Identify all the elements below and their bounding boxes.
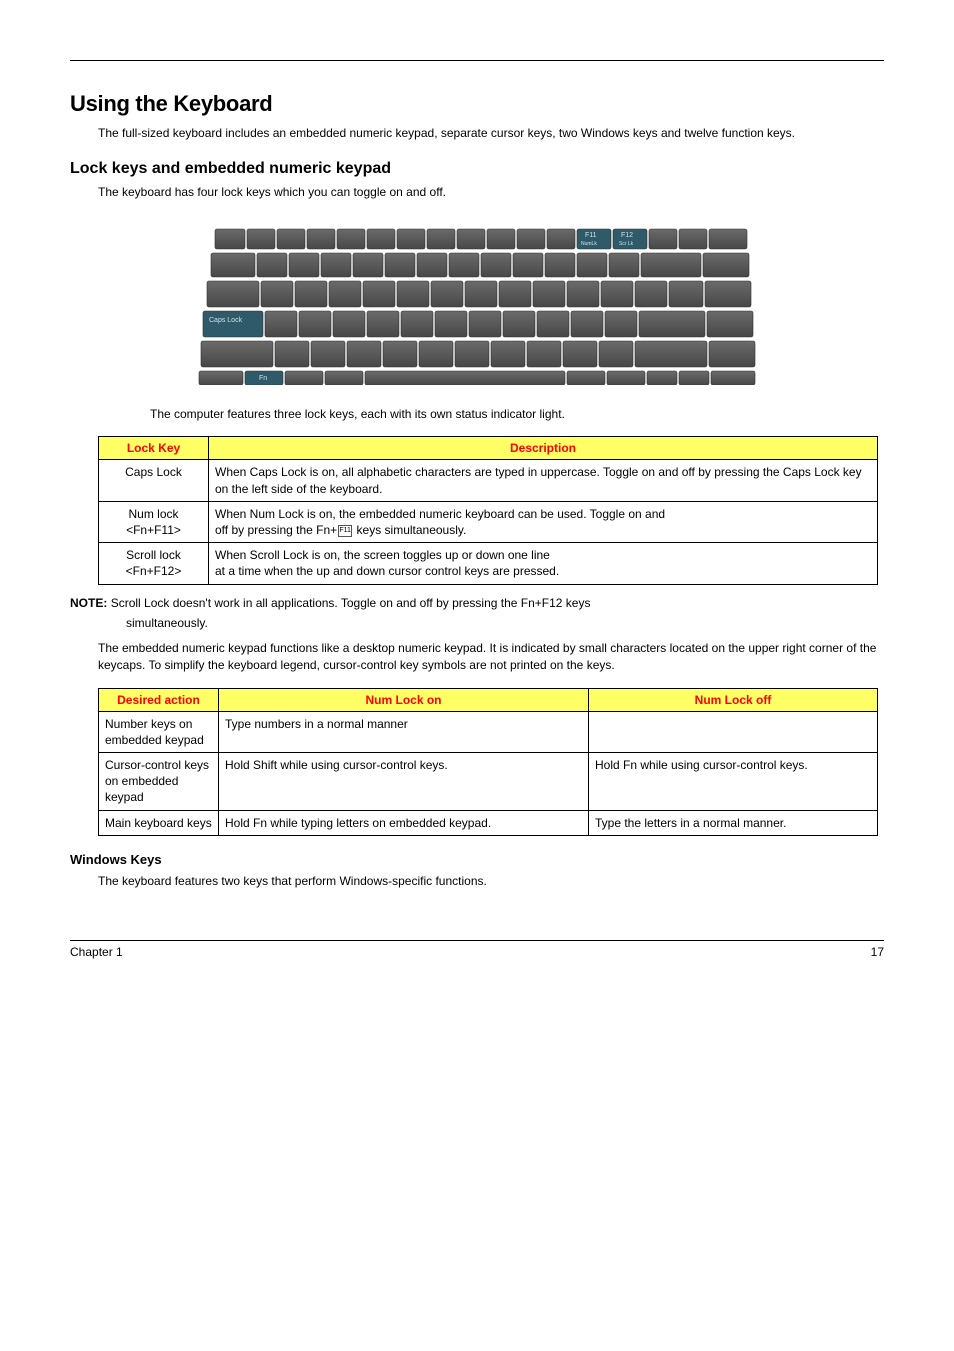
capslock-label: Caps Lock xyxy=(209,317,243,324)
action-cell: Number keys on embedded keypad xyxy=(99,711,219,752)
lock-desc-cell: When Caps Lock is on, all alphabetic cha… xyxy=(209,460,878,501)
lock-key-cell: Scroll lock <Fn+F12> xyxy=(99,543,209,584)
image-caption: The computer features three lock keys, e… xyxy=(150,406,884,423)
table-row: Scroll lock <Fn+F12> When Scroll Lock is… xyxy=(99,543,878,584)
lock-key-cell: Num lock <Fn+F11> xyxy=(99,501,209,542)
table-row: Caps Lock When Caps Lock is on, all alph… xyxy=(99,460,878,501)
note-continuation: simultaneously. xyxy=(126,615,884,632)
on-cell: Hold Shift while using cursor-control ke… xyxy=(219,753,589,811)
f12-label: F12 xyxy=(621,232,633,239)
lock-key-cell: Caps Lock xyxy=(99,460,209,501)
footer-right: 17 xyxy=(871,945,884,959)
note-label: NOTE: xyxy=(70,596,107,610)
fn-label: Fn xyxy=(259,375,267,382)
top-rule xyxy=(70,60,884,61)
note-text-span: Scroll Lock doesn't work in all applicat… xyxy=(111,596,591,610)
f12-sub-label: Scr Lk xyxy=(619,241,634,247)
keyboard-svg: Caps Lock Fn F11 NumLk F12 Scr Lk xyxy=(197,225,757,385)
lock-desc-cell: When Scroll Lock is on, the screen toggl… xyxy=(209,543,878,584)
table-row: Main keyboard keys Hold Fn while typing … xyxy=(99,810,878,835)
lock-key-table: Lock Key Description Caps Lock When Caps… xyxy=(98,436,878,584)
lock-key-line1: Num lock xyxy=(128,507,178,521)
action-table: Desired action Num Lock on Num Lock off … xyxy=(98,688,878,836)
keyboard-illustration: Caps Lock Fn F11 NumLk F12 Scr Lk xyxy=(70,225,884,388)
off-cell xyxy=(589,711,878,752)
lock-desc-line2: at a time when the up and down cursor co… xyxy=(215,564,559,578)
lock-desc-line2-pre: off by pressing the Fn+ xyxy=(215,523,337,537)
on-cell: Hold Fn while typing letters on embedded… xyxy=(219,810,589,835)
windows-keys-heading: Windows Keys xyxy=(70,852,884,867)
page-footer: Chapter 1 17 xyxy=(70,940,884,959)
f11-key-icon: F11 xyxy=(338,525,352,537)
action-th-3: Num Lock off xyxy=(589,688,878,711)
table-row: Cursor-control keys on embedded keypad H… xyxy=(99,753,878,811)
action-cell: Cursor-control keys on embedded keypad xyxy=(99,753,219,811)
embedded-keypad-text: The embedded numeric keypad functions li… xyxy=(98,640,884,674)
section-intro: The keyboard has four lock keys which yo… xyxy=(98,184,884,201)
on-cell: Type numbers in a normal manner xyxy=(219,711,589,752)
action-th-1: Desired action xyxy=(99,688,219,711)
footer-left: Chapter 1 xyxy=(70,945,123,959)
lock-desc-cell: When Num Lock is on, the embedded numeri… xyxy=(209,501,878,542)
action-cell: Main keyboard keys xyxy=(99,810,219,835)
lock-desc-line1: When Scroll Lock is on, the screen toggl… xyxy=(215,548,550,562)
lock-key-line1: Scroll lock xyxy=(126,548,181,562)
section-heading: Lock keys and embedded numeric keypad xyxy=(70,160,884,178)
lock-key-line2: <Fn+F11> xyxy=(126,523,181,537)
off-cell: Type the letters in a normal manner. xyxy=(589,810,878,835)
windows-keys-text: The keyboard features two keys that perf… xyxy=(98,873,884,890)
page-title: Using the Keyboard xyxy=(70,91,884,117)
f11-label: F11 xyxy=(585,232,597,239)
f11-sub-label: NumLk xyxy=(581,241,597,247)
table-row: Number keys on embedded keypad Type numb… xyxy=(99,711,878,752)
table-row: Num lock <Fn+F11> When Num Lock is on, t… xyxy=(99,501,878,542)
lock-th-desc: Description xyxy=(209,437,878,460)
note-line: NOTE: Scroll Lock doesn't work in all ap… xyxy=(70,595,884,612)
lock-th-key: Lock Key xyxy=(99,437,209,460)
intro-text: The full-sized keyboard includes an embe… xyxy=(98,125,884,142)
lock-desc-line1: When Num Lock is on, the embedded numeri… xyxy=(215,507,665,521)
lock-key-line2: <Fn+F12> xyxy=(126,564,182,578)
action-th-2: Num Lock on xyxy=(219,688,589,711)
off-cell: Hold Fn while using cursor-control keys. xyxy=(589,753,878,811)
lock-desc-line2-post: keys simultaneously. xyxy=(353,523,466,537)
